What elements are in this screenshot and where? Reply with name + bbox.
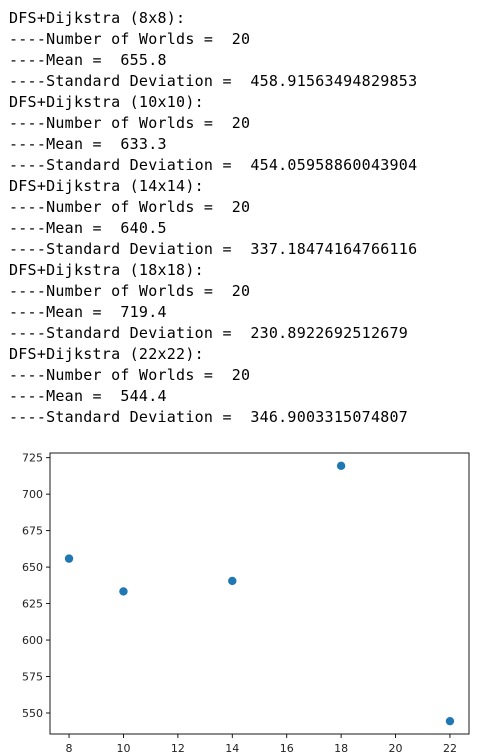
output-worlds-line: ----Number of Worlds = 20	[9, 365, 479, 386]
output-header: DFS+Dijkstra (8x8):	[9, 9, 186, 27]
output-mean-line: ----Mean = 640.5	[9, 218, 479, 239]
output-std-line: ----Standard Deviation = 458.91563494829…	[9, 71, 479, 92]
x-tick-label: 8	[66, 742, 73, 755]
x-tick-label: 20	[389, 742, 403, 755]
plot-frame	[49, 452, 470, 735]
output-worlds-line: ----Number of Worlds = 20	[9, 113, 479, 134]
data-point	[119, 587, 128, 596]
data-point	[336, 461, 346, 471]
output-mean-line: ----Mean = 655.8	[9, 50, 479, 71]
x-tick-label: 22	[443, 742, 457, 755]
std-value: 337.18474164766116	[250, 240, 418, 258]
output-header: DFS+Dijkstra (10x10):	[9, 93, 204, 111]
mean-label: ----Mean =	[9, 303, 112, 321]
worlds-value: 20	[231, 366, 251, 384]
worlds-value: 20	[231, 114, 251, 132]
data-point	[445, 716, 455, 726]
std-label: ----Standard Deviation =	[9, 72, 242, 90]
mean-value: 719.4	[120, 303, 167, 321]
y-tick-label: 725	[22, 452, 43, 465]
std-label: ----Standard Deviation =	[9, 240, 242, 258]
output-worlds-line: ----Number of Worlds = 20	[9, 197, 479, 218]
y-tick-label: 700	[22, 488, 43, 501]
worlds-value: 20	[231, 30, 251, 48]
output-std-line: ----Standard Deviation = 454.05958860043…	[9, 155, 479, 176]
x-tick-label: 10	[116, 742, 130, 755]
mean-label: ----Mean =	[9, 135, 112, 153]
y-tick-label: 550	[22, 707, 43, 720]
y-tick-label: 575	[22, 671, 43, 684]
output-worlds-line: ----Number of Worlds = 20	[9, 281, 479, 302]
x-tick-label: 12	[171, 742, 185, 755]
output-std-line: ----Standard Deviation = 230.89226925126…	[9, 323, 479, 344]
std-label: ----Standard Deviation =	[9, 408, 242, 426]
data-point	[64, 554, 74, 563]
mean-value: 655.8	[120, 51, 167, 69]
std-value: 346.9003315074807	[250, 408, 409, 426]
output-std-line: ----Standard Deviation = 337.18474164766…	[9, 239, 479, 260]
scatter-plot: 550 575 600 625 650 675 700 725 8 10 12 14 16 18 20 22	[0, 440, 480, 755]
worlds-label: ----Number of Worlds =	[9, 114, 223, 132]
std-label: ----Standard Deviation =	[9, 324, 242, 342]
output-header: DFS+Dijkstra (14x14):	[9, 177, 204, 195]
output-mean-line: ----Mean = 544.4	[9, 386, 479, 407]
mean-label: ----Mean =	[9, 387, 112, 405]
output-std-line: ----Standard Deviation = 346.90033150748…	[9, 407, 479, 428]
x-tick-label: 16	[280, 742, 294, 755]
mean-value: 544.4	[120, 387, 167, 405]
scatter-plot-svg: 550 575 600 625 650 675 700 725 8 10 12 14 16 18 20 22	[22, 452, 470, 755]
output-worlds-line: ----Number of Worlds = 20	[9, 29, 479, 50]
worlds-label: ----Number of Worlds =	[9, 30, 223, 48]
std-value: 458.91563494829853	[250, 72, 418, 90]
worlds-label: ----Number of Worlds =	[9, 366, 223, 384]
y-tick-label: 675	[22, 525, 43, 538]
output-header: DFS+Dijkstra (22x22):	[9, 345, 204, 363]
worlds-label: ----Number of Worlds =	[9, 198, 223, 216]
x-axis: 8 10 12 14 16 18 20 22	[66, 734, 457, 755]
mean-label: ----Mean =	[9, 51, 112, 69]
data-points	[64, 461, 455, 726]
x-tick-label: 18	[334, 742, 348, 755]
std-value: 454.05958860043904	[250, 156, 418, 174]
output-mean-line: ----Mean = 633.3	[9, 134, 479, 155]
data-point	[228, 576, 237, 586]
x-tick-label: 14	[225, 742, 239, 755]
output-header: DFS+Dijkstra (18x18):	[9, 261, 204, 279]
y-tick-label: 600	[22, 634, 43, 647]
std-label: ----Standard Deviation =	[9, 156, 242, 174]
y-axis: 550 575 600 625 650 675 700 725	[22, 452, 50, 720]
mean-value: 633.3	[120, 135, 167, 153]
mean-label: ----Mean =	[9, 219, 112, 237]
y-tick-label: 625	[22, 598, 43, 611]
worlds-label: ----Number of Worlds =	[9, 282, 223, 300]
worlds-value: 20	[231, 282, 251, 300]
worlds-value: 20	[231, 198, 251, 216]
std-value: 230.8922692512679	[250, 324, 409, 342]
mean-value: 640.5	[120, 219, 167, 237]
y-tick-label: 650	[22, 561, 43, 574]
output-mean-line: ----Mean = 719.4	[9, 302, 479, 323]
cell-output-text: DFS+Dijkstra (8x8): ----Number of Worlds…	[9, 8, 479, 428]
